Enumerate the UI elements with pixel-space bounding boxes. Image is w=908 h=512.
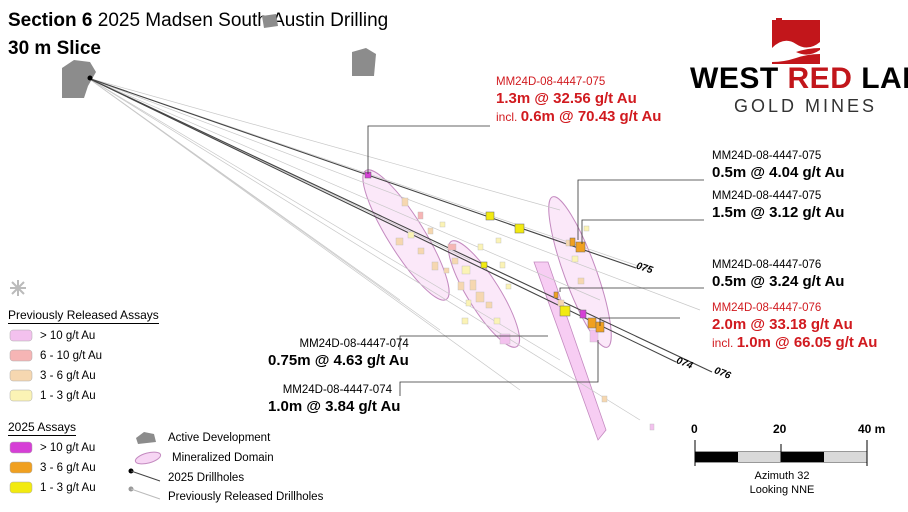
slice-subtitle: 30 m Slice (8, 38, 101, 59)
collar-dot (87, 75, 93, 81)
legend-2025-item: > 10 g/t Au (40, 442, 96, 454)
logo-subtitle: GOLD MINES (734, 96, 878, 116)
legend-previous-item: 3 - 6 g/t Au (40, 370, 96, 382)
previous-drillholes (87, 77, 701, 421)
scale-bar (694, 440, 868, 466)
legend-previous-title: Previously Released Assays (8, 308, 159, 324)
previous-assays (395, 197, 655, 431)
scale-tick-label: 0 (691, 422, 698, 436)
drillholes-2025 (87, 77, 713, 373)
page-title: Section 6 2025 Madsen South Austin Drill… (8, 10, 389, 31)
compass-icon (10, 280, 26, 296)
callout-075-a: MM24D-08-4447-075 0.5m @ 4.04 g/t Au (712, 150, 845, 181)
callout-leaders (367, 125, 704, 396)
legend-symbol-label: Active Development (168, 432, 271, 444)
legend-2025-item: 3 - 6 g/t Au (40, 462, 96, 474)
logo-wordmark: WEST RED LAKE (690, 62, 908, 95)
mineralized-domain (548, 196, 612, 348)
legend-previous-item: 6 - 10 g/t Au (40, 350, 103, 362)
legend-2025-item: 1 - 3 g/t Au (40, 482, 96, 494)
callout-074-a: MM24D-08-4447-074 0.75m @ 4.63 g/t Au (268, 338, 409, 369)
scale-tick-label: 40 m (858, 422, 886, 436)
active-development-shape (352, 48, 376, 76)
mineralized-domain (362, 169, 450, 301)
callout-076-a: MM24D-08-4447-076 0.5m @ 3.24 g/t Au (712, 259, 845, 290)
scale-tick-label: 20 (773, 422, 787, 436)
legend-symbol-label: Previously Released Drillholes (168, 491, 324, 503)
azimuth-label: Azimuth 32 Looking NNE (749, 470, 815, 496)
legend-2025-title: 2025 Assays (8, 420, 77, 436)
callout-074-b: MM24D-08-4447-074 1.0m @ 3.84 g/t Au (268, 384, 401, 415)
callout-076-b: MM24D-08-4447-076 2.0m @ 33.18 g/t Au in… (712, 302, 878, 351)
callout-075-top: MM24D-08-4447-075 1.3m @ 32.56 g/t Au in… (496, 76, 662, 125)
legend-previous-item: > 10 g/t Au (40, 330, 96, 342)
legend-symbol-label: Mineralized Domain (172, 452, 274, 464)
west-red-lake-logo-icon (772, 18, 820, 64)
legend-symbol-label: 2025 Drillholes (168, 472, 245, 484)
legend-swatches (9, 329, 33, 494)
active-development-shape (262, 14, 278, 28)
active-development-symbol (136, 432, 156, 444)
callout-075-b: MM24D-08-4447-075 1.5m @ 3.12 g/t Au (712, 190, 845, 221)
mineralized-domain-symbol (134, 451, 162, 465)
assays-2025 (364, 171, 605, 333)
legend-previous-item: 1 - 3 g/t Au (40, 390, 96, 402)
active-development-shape (62, 60, 96, 98)
